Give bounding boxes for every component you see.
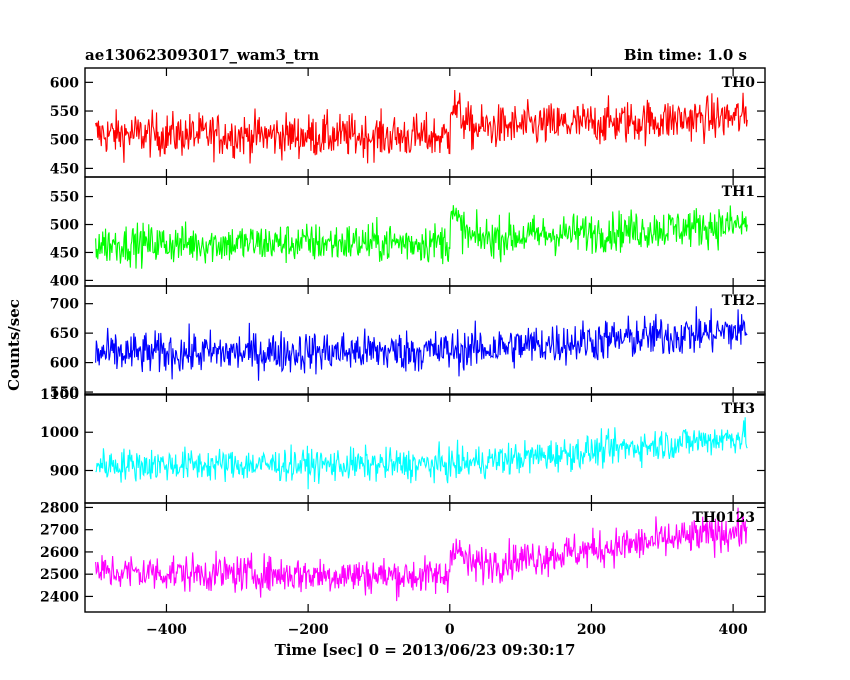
x-tick-label: −200 xyxy=(288,622,329,638)
y-tick-label: 1100 xyxy=(40,387,79,403)
x-tick-label: −400 xyxy=(146,622,187,638)
panel-label: TH0 xyxy=(722,75,756,91)
panel-th0123: 2400 2500 2600 2700 2800 TH0123 xyxy=(40,500,766,613)
y-tick-label: 2800 xyxy=(40,500,79,516)
y-tick-label: 550 xyxy=(50,385,79,401)
y-tick-label: 450 xyxy=(50,245,79,261)
y-tick-label: 2600 xyxy=(40,545,79,561)
y-tick-label: 2400 xyxy=(40,589,79,605)
y-tick-label: 500 xyxy=(50,133,79,149)
panel-frame xyxy=(84,502,766,613)
y-tick-label: 1000 xyxy=(40,425,79,441)
panel-label: TH1 xyxy=(722,184,755,200)
chart-title: ae130623093017_wam3_trn xyxy=(85,46,319,64)
y-tick-label: 450 xyxy=(50,161,79,177)
panel-th3: 900 1000 1100 TH3 xyxy=(40,387,766,504)
y-tick-label: 600 xyxy=(50,356,79,372)
panel-th1: 400 450 500 550 TH1 xyxy=(50,176,766,289)
x-tick-label: 0 xyxy=(445,622,455,638)
panel-th0: 450 500 550 600 TH0 xyxy=(50,67,766,178)
y-tick-label: 550 xyxy=(50,104,79,120)
bin-time-label: Bin time: 1.0 s xyxy=(624,46,747,64)
y-tick-label: 600 xyxy=(50,75,79,91)
x-axis-label: Time [sec] 0 = 2013/06/23 09:30:17 xyxy=(275,641,576,659)
series-th0 xyxy=(95,89,748,164)
x-tick-label: 200 xyxy=(577,622,606,638)
y-tick-label: 500 xyxy=(50,218,79,234)
series-th2 xyxy=(95,306,748,381)
y-tick-label: 700 xyxy=(50,297,79,313)
y-axis-label: Counts/sec xyxy=(5,299,23,391)
panel-frame xyxy=(84,393,766,504)
panel-label: TH2 xyxy=(722,293,755,309)
panel-frame xyxy=(84,285,766,396)
panels-group: 450 500 550 600 TH0 400 450 500 550 TH1 550 600 650 7… xyxy=(40,67,766,613)
series-th0123 xyxy=(95,507,748,602)
y-tick-label: 900 xyxy=(50,463,79,479)
panel-th2: 550 600 650 700 TH2 xyxy=(50,285,766,401)
panel-label: TH3 xyxy=(722,401,755,417)
series-th3 xyxy=(95,417,748,490)
y-tick-label: 2500 xyxy=(40,567,79,583)
y-tick-label: 550 xyxy=(50,190,79,206)
x-tick-label: 400 xyxy=(719,622,748,638)
x-tick-labels: −400 −200 0 200 400 xyxy=(146,622,748,638)
y-tick-label: 650 xyxy=(50,326,79,342)
y-tick-label: 2700 xyxy=(40,523,79,539)
y-tick-label: 400 xyxy=(50,273,79,289)
panel-label: TH0123 xyxy=(692,510,755,526)
series-th1 xyxy=(95,205,748,269)
